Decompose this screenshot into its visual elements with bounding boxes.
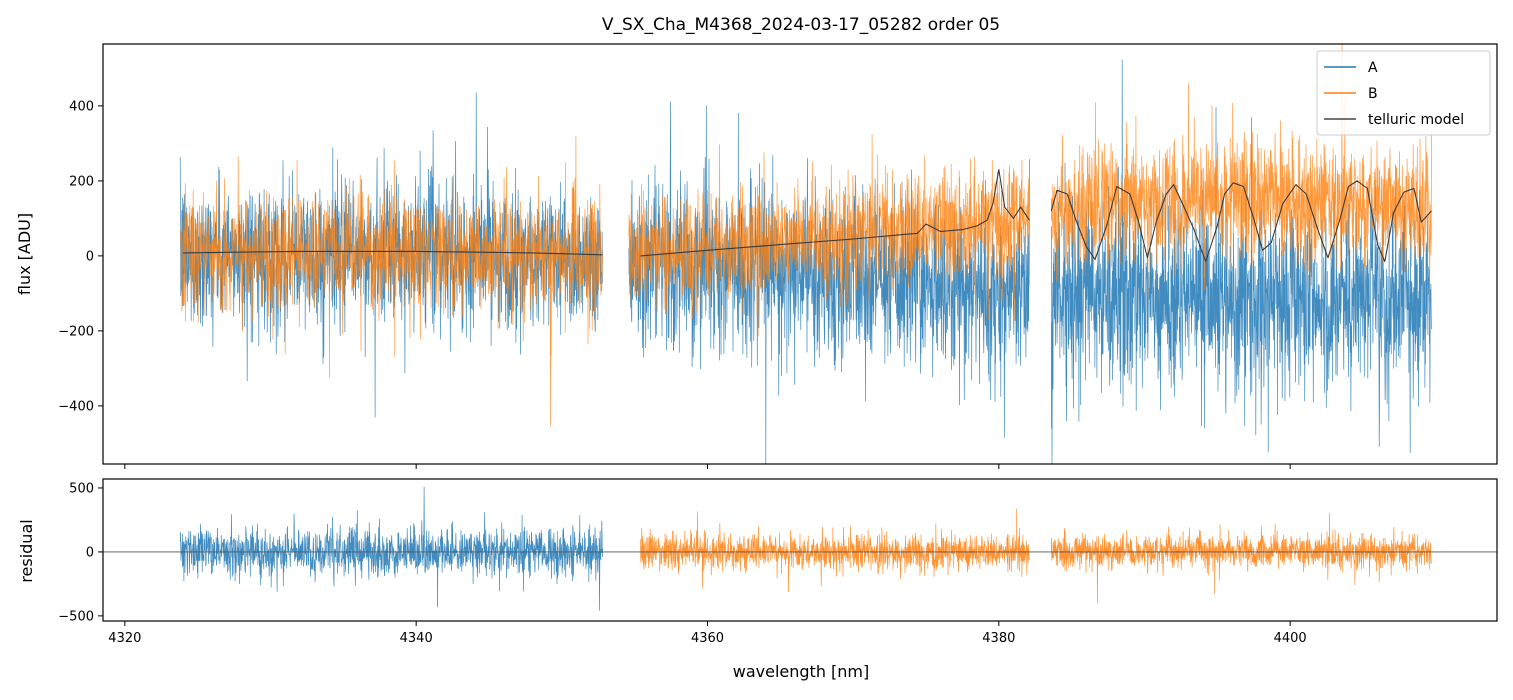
main-ytick-label: 200 [69, 174, 94, 189]
xtick-label: 4380 [982, 631, 1015, 646]
residual-ytick-label: 0 [86, 545, 94, 560]
main-y-axis-label: flux [ADU] [15, 213, 34, 295]
residual-y-axis: −500 0 500 [58, 481, 103, 624]
xtick-label: 4400 [1274, 631, 1307, 646]
residual-ytick-label: 500 [69, 481, 94, 496]
main-panel: −400 −200 0 200 400 flux [ADU] A B telluric … [15, 43, 1498, 469]
residual-line-1 [179, 486, 603, 611]
main-ytick-label: −200 [58, 324, 94, 339]
legend-label-b: B [1368, 86, 1378, 102]
residual-ytick-label: −500 [58, 609, 94, 624]
series-a-line-seg-3 [1050, 59, 1432, 464]
residual-panel: −500 0 500 4320 4340 4360 4380 4400 residual w… [17, 478, 1498, 681]
series-b-line-seg-3 [1050, 44, 1432, 304]
telluric-model-line [183, 169, 1432, 263]
main-ytick-label: 400 [69, 99, 94, 114]
residual-plot-area [103, 486, 1497, 611]
xtick-label: 4360 [691, 631, 724, 646]
residual-line-3 [1050, 513, 1432, 604]
residual-x-axis: 4320 4340 4360 4380 4400 [108, 621, 1307, 646]
xtick-label: 4320 [108, 631, 141, 646]
legend-label-telluric: telluric model [1368, 112, 1464, 128]
xtick-label: 4340 [400, 631, 433, 646]
residual-line-2 [640, 508, 1030, 593]
legend-label-a: A [1368, 60, 1378, 76]
residual-axes-frame [102, 478, 1498, 622]
legend: A B telluric model [1316, 50, 1491, 136]
main-ytick-label: −400 [58, 399, 94, 414]
main-plot-area [179, 44, 1432, 464]
chart-title: V_SX_Cha_M4368_2024-03-17_05282 order 05 [602, 15, 1000, 35]
main-x-axis [124, 464, 1291, 469]
main-axes-frame [102, 43, 1498, 465]
main-y-axis: −400 −200 0 200 400 [58, 99, 103, 414]
residual-y-axis-label: residual [17, 519, 36, 582]
main-ytick-label: 0 [86, 249, 94, 264]
legend-box [1316, 50, 1491, 136]
x-axis-label: wavelength [nm] [733, 662, 870, 681]
series-b-line-seg-1 [179, 135, 603, 427]
series-b-line-seg-2 [628, 134, 1030, 337]
